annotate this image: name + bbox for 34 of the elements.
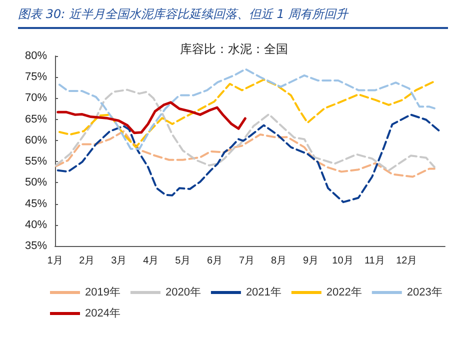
- line-series: [56, 101, 246, 134]
- line-series: [54, 88, 436, 172]
- legend-label: 2020年: [165, 286, 201, 298]
- y-tick-label: 70%: [24, 92, 48, 104]
- legend-label: 2019年: [85, 286, 120, 298]
- x-tick-label: 10月: [332, 256, 354, 266]
- y-tick-label: 45%: [24, 198, 48, 210]
- y-tick-label: 50%: [24, 176, 48, 189]
- x-tick-label: 6月: [207, 256, 223, 266]
- x-tick-label: 12月: [396, 256, 418, 266]
- y-tick-label: 75%: [24, 71, 48, 84]
- line-series: [54, 130, 436, 178]
- x-tick-label: 5月: [175, 256, 191, 266]
- x-tick-label: 7月: [239, 256, 255, 266]
- x-tick-label: 2月: [79, 256, 95, 266]
- legend-label: 2023年: [406, 286, 442, 298]
- y-tick-label: 65%: [24, 113, 48, 126]
- x-tick-label: 1月: [47, 256, 63, 266]
- chart-title: 图表 30: 近半月全国水泥库容比延续回落、但近 1 周有所回升: [18, 6, 448, 29]
- y-tick-label: 55%: [24, 156, 48, 168]
- y-tick-label: 80%: [24, 50, 48, 62]
- x-tick-label: 4月: [143, 256, 159, 266]
- line-series: [56, 114, 441, 204]
- x-tick-label: 11月: [364, 256, 385, 266]
- y-tick-label: 35%: [24, 240, 48, 252]
- x-tick-label: 8月: [270, 256, 287, 266]
- legend-label: 2024年: [85, 308, 120, 320]
- legend-label: 2022年: [326, 286, 362, 298]
- chart-subtitle: 库容比：水泥：全国: [180, 42, 288, 56]
- x-tick-label: 9月: [302, 256, 319, 266]
- y-tick-label: 40%: [24, 218, 48, 231]
- legend-label: 2021年: [246, 286, 282, 298]
- x-tick-label: 3月: [111, 256, 127, 266]
- y-tick-label: 60%: [24, 134, 48, 146]
